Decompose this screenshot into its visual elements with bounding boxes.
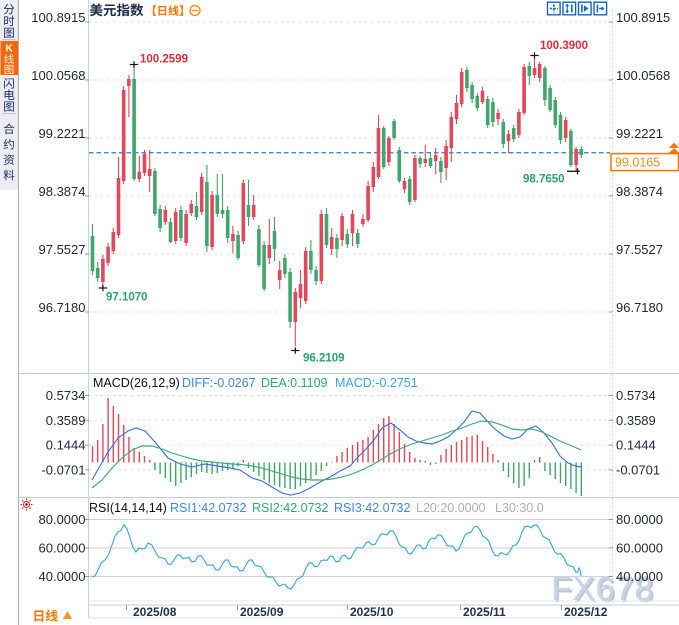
svg-text:96.2109: 96.2109 xyxy=(303,353,345,365)
svg-text:40.0000: 40.0000 xyxy=(616,569,663,584)
svg-text:97.1070: 97.1070 xyxy=(106,292,148,304)
svg-text:60.0000: 60.0000 xyxy=(39,541,86,556)
svg-text:100.2599: 100.2599 xyxy=(140,54,188,66)
svg-text:DEA:0.1109: DEA:0.1109 xyxy=(261,376,328,390)
svg-text:0.5734: 0.5734 xyxy=(616,388,656,403)
svg-text:98.3874: 98.3874 xyxy=(616,184,663,199)
svg-text:2025/12: 2025/12 xyxy=(564,605,608,619)
svg-text:0.1444: 0.1444 xyxy=(616,438,656,453)
svg-text:99.2221: 99.2221 xyxy=(39,126,86,141)
svg-text:-0.0701: -0.0701 xyxy=(616,463,660,478)
svg-text:RSI(14,14,14): RSI(14,14,14) xyxy=(89,501,167,515)
svg-text:97.5527: 97.5527 xyxy=(616,242,663,257)
svg-text:2025/10: 2025/10 xyxy=(350,605,394,619)
svg-text:L30:30.0: L30:30.0 xyxy=(495,501,544,515)
svg-text:100.0568: 100.0568 xyxy=(31,68,85,83)
svg-text:MACD(26,12,9): MACD(26,12,9) xyxy=(93,376,180,390)
svg-text:RSI3:42.0732: RSI3:42.0732 xyxy=(334,501,410,515)
svg-text:0.1444: 0.1444 xyxy=(46,438,86,453)
svg-text:96.7180: 96.7180 xyxy=(39,300,86,315)
svg-text:100.0568: 100.0568 xyxy=(616,68,670,83)
svg-text:80.0000: 80.0000 xyxy=(616,512,663,527)
svg-text:98.3874: 98.3874 xyxy=(39,184,86,199)
svg-text:0.5734: 0.5734 xyxy=(46,388,86,403)
svg-text:RSI2:42.0732: RSI2:42.0732 xyxy=(252,501,328,515)
svg-text:2025/11: 2025/11 xyxy=(463,605,506,619)
svg-text:DIFF:-0.0267: DIFF:-0.0267 xyxy=(182,376,256,390)
svg-text:99.0165: 99.0165 xyxy=(615,156,660,170)
svg-text:-0.0701: -0.0701 xyxy=(41,463,85,478)
svg-text:96.7180: 96.7180 xyxy=(616,300,663,315)
svg-text:98.7650: 98.7650 xyxy=(523,174,565,186)
svg-text:L20:20.0000: L20:20.0000 xyxy=(416,501,486,515)
svg-text:100.8915: 100.8915 xyxy=(616,10,670,25)
svg-text:97.5527: 97.5527 xyxy=(39,242,86,257)
svg-text:60.0000: 60.0000 xyxy=(616,541,663,556)
svg-text:MACD:-0.2751: MACD:-0.2751 xyxy=(335,376,418,390)
svg-text:RSI1:42.0732: RSI1:42.0732 xyxy=(170,501,246,515)
svg-text:0.3589: 0.3589 xyxy=(616,413,656,428)
svg-text:100.8915: 100.8915 xyxy=(31,10,85,25)
svg-text:0.3589: 0.3589 xyxy=(46,413,86,428)
svg-text:80.0000: 80.0000 xyxy=(39,512,86,527)
svg-text:40.0000: 40.0000 xyxy=(39,569,86,584)
svg-text:100.3900: 100.3900 xyxy=(540,40,588,52)
svg-text:2025/09: 2025/09 xyxy=(240,605,284,619)
svg-text:99.2221: 99.2221 xyxy=(616,126,663,141)
svg-text:K: K xyxy=(5,43,13,55)
svg-text:FX678: FX678 xyxy=(551,570,654,608)
svg-text:FX678: FX678 xyxy=(553,572,656,610)
svg-text:2025/08: 2025/08 xyxy=(133,605,177,619)
